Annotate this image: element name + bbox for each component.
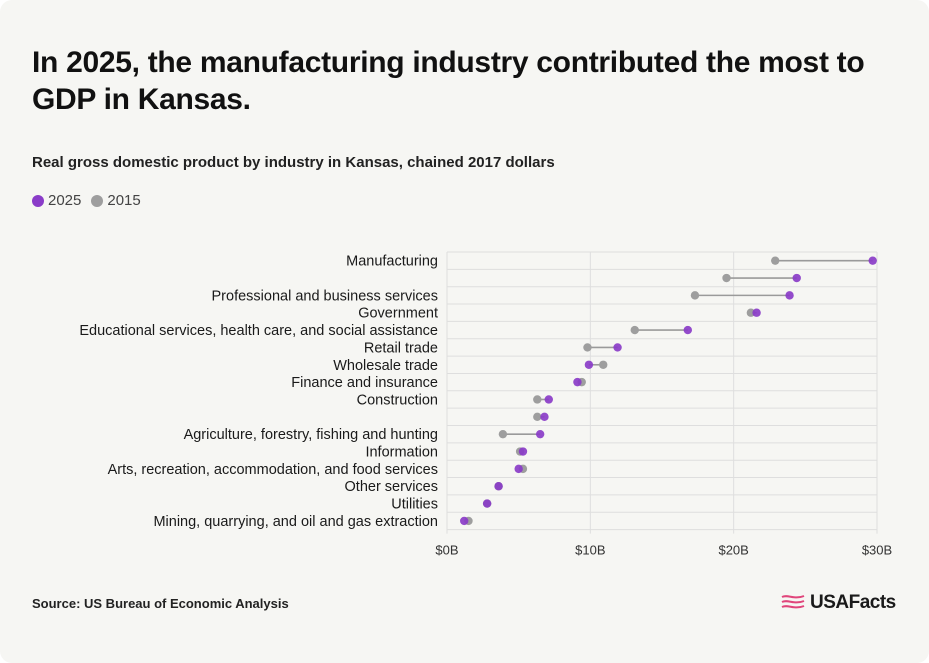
x-tick-label: $10B	[575, 543, 605, 558]
category-label: Educational services, health care, and s…	[79, 323, 438, 339]
point-2025	[752, 308, 761, 317]
category-label: Information	[365, 445, 438, 461]
point-2025	[613, 343, 622, 352]
category-label: Construction	[357, 392, 438, 408]
point-2015	[722, 273, 731, 283]
category-label: Agriculture, forestry, fishing and hunti…	[184, 427, 438, 443]
legend-dot-2015	[91, 194, 104, 207]
x-tick-label: $20B	[718, 543, 748, 558]
point-2025	[683, 325, 692, 335]
point-2025	[868, 256, 877, 265]
category-label: Professional and business services	[212, 288, 438, 304]
point-2025	[544, 395, 553, 404]
legend-label-2025: 2025	[48, 192, 82, 209]
chart-title: In 2025, the manufacturing industry cont…	[32, 46, 865, 116]
point-2025	[535, 429, 545, 439]
point-2015	[599, 360, 608, 369]
category-label: Other services	[345, 479, 438, 495]
category-label: Arts, recreation, accommodation, and foo…	[108, 462, 438, 478]
point-2015	[690, 291, 700, 300]
flag-icon	[781, 595, 805, 609]
category-label: Wholesale trade	[333, 358, 438, 374]
category-label: Utilities	[391, 497, 438, 513]
usafacts-logo: USAFacts	[780, 592, 896, 614]
category-label: Government	[358, 306, 438, 322]
logo-text: USAFacts	[810, 592, 896, 613]
legend-dot-2025	[32, 194, 44, 207]
legend-item-2015: 2015	[91, 192, 141, 209]
point-2025	[518, 447, 528, 456]
category-label: Retail trade	[364, 340, 438, 356]
point-2015	[630, 325, 639, 335]
point-2025	[573, 377, 582, 387]
point-2025	[482, 499, 492, 508]
chart-subtitle: Real gross domestic product by industry …	[32, 154, 555, 171]
x-tick-label: $30B	[862, 543, 892, 558]
point-2015	[533, 412, 542, 422]
legend-item-2025: 2025	[32, 192, 81, 209]
point-2025	[792, 273, 801, 283]
legend-label-2015: 2015	[107, 192, 141, 209]
x-tick-label: $0B	[435, 543, 458, 558]
category-label: Mining, quarrying, and oil and gas extra…	[153, 514, 438, 530]
point-2025	[460, 516, 469, 526]
category-label: Finance and insurance	[291, 375, 438, 391]
legend: 2025 2015	[32, 192, 151, 209]
point-2025	[540, 412, 549, 422]
point-2025	[584, 360, 594, 369]
point-2015	[498, 429, 508, 439]
source-note: Source: US Bureau of Economic Analysis	[32, 596, 289, 611]
category-label: Manufacturing	[346, 254, 438, 270]
point-2015	[583, 343, 592, 352]
point-2025	[785, 291, 794, 300]
point-2025	[494, 482, 503, 491]
point-2015	[771, 256, 780, 265]
point-2015	[533, 395, 542, 404]
point-2025	[514, 464, 523, 474]
